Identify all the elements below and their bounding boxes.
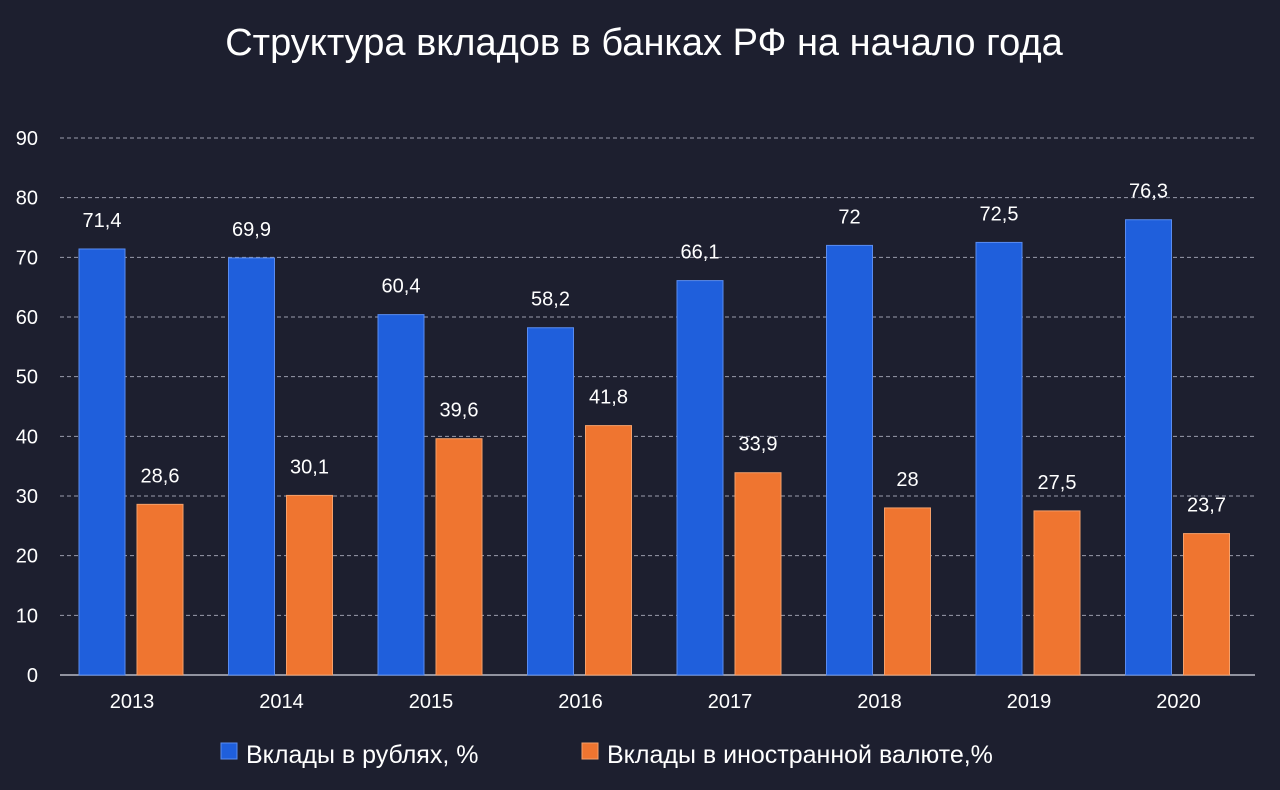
data-label-rubles-2017: 66,1 xyxy=(681,242,720,264)
y-tick-label: 20 xyxy=(16,546,38,568)
y-tick-label: 90 xyxy=(16,128,38,150)
y-tick-label: 60 xyxy=(16,307,38,329)
data-label-rubles-2015: 60,4 xyxy=(382,276,421,298)
data-label-rubles-2019: 72,5 xyxy=(980,203,1019,225)
bar-foreign-currency-2017 xyxy=(734,472,782,676)
data-label-foreign-currency-2020: 23,7 xyxy=(1187,495,1226,517)
legend: Вклады в рублях, % Вклады в иностранной … xyxy=(220,741,993,769)
y-tick-label: 10 xyxy=(16,605,38,627)
x-axis-ticks: 2013 2014 2015 2016 2017 2018 2019 2020 xyxy=(110,691,1201,713)
y-tick-label: 40 xyxy=(16,426,38,448)
bar-foreign-currency-2019 xyxy=(1033,510,1081,676)
bar-rubles-2018 xyxy=(826,244,873,676)
x-tick-label-2018: 2018 xyxy=(857,691,902,713)
data-label-rubles-2020: 76,3 xyxy=(1129,181,1168,203)
bar-rubles-2019 xyxy=(975,241,1023,676)
bar-foreign-currency-2018 xyxy=(884,507,931,676)
bar-foreign-currency-2013 xyxy=(136,503,184,676)
legend-swatch-rubles xyxy=(220,742,238,760)
bar-foreign-currency-2016 xyxy=(585,425,632,676)
x-tick-label-2016: 2016 xyxy=(558,691,603,713)
bar-rubles-2016 xyxy=(527,327,574,676)
y-tick-label: 30 xyxy=(16,486,38,508)
legend-label-foreign-currency: Вклады в иностранной валюте,% xyxy=(607,741,993,769)
data-label-foreign-currency-2016: 41,8 xyxy=(589,387,628,409)
x-tick-label-2020: 2020 xyxy=(1156,691,1201,713)
y-tick-label: 70 xyxy=(16,247,38,269)
bar-foreign-currency-2015 xyxy=(435,438,483,676)
bar-rubles-2020 xyxy=(1125,219,1172,676)
bar-rubles-2015 xyxy=(377,314,425,676)
legend-label-rubles: Вклады в рублях, % xyxy=(246,741,478,769)
data-label-foreign-currency-2019: 27,5 xyxy=(1038,472,1077,494)
x-tick-label-2015: 2015 xyxy=(409,691,454,713)
data-label-rubles-2013: 71,4 xyxy=(83,210,122,232)
data-labels: 71,4 28,6 69,9 30,1 60,4 39,6 58,2 41,8 66,1 33,9… xyxy=(83,181,1226,517)
data-label-rubles-2016: 58,2 xyxy=(531,289,570,311)
y-tick-label: 50 xyxy=(16,367,38,389)
data-label-foreign-currency-2013: 28,6 xyxy=(141,465,180,487)
y-tick-label: 80 xyxy=(16,188,38,210)
x-tick-label-2017: 2017 xyxy=(708,691,753,713)
x-tick-label-2019: 2019 xyxy=(1007,691,1052,713)
x-tick-label-2014: 2014 xyxy=(259,691,304,713)
chart-title: Структура вкладов в банках РФ на начало … xyxy=(225,22,1063,64)
data-label-foreign-currency-2014: 30,1 xyxy=(290,456,329,478)
bar-foreign-currency-2014 xyxy=(286,494,333,676)
bar-foreign-currency-2020 xyxy=(1183,533,1230,676)
bars xyxy=(78,219,1230,676)
bar-rubles-2013 xyxy=(78,248,126,676)
legend-swatch-foreign-currency xyxy=(581,742,599,760)
data-label-foreign-currency-2018: 28 xyxy=(896,469,918,491)
x-tick-label-2013: 2013 xyxy=(110,691,155,713)
bar-rubles-2017 xyxy=(676,280,724,676)
data-label-foreign-currency-2015: 39,6 xyxy=(440,400,479,422)
data-label-foreign-currency-2017: 33,9 xyxy=(739,434,778,456)
data-label-rubles-2018: 72 xyxy=(838,206,860,228)
y-axis-ticks: 0 10 20 30 40 50 60 70 80 90 xyxy=(16,128,38,687)
bar-rubles-2014 xyxy=(228,257,275,676)
data-label-rubles-2014: 69,9 xyxy=(232,219,271,241)
y-tick-label: 0 xyxy=(27,665,38,687)
